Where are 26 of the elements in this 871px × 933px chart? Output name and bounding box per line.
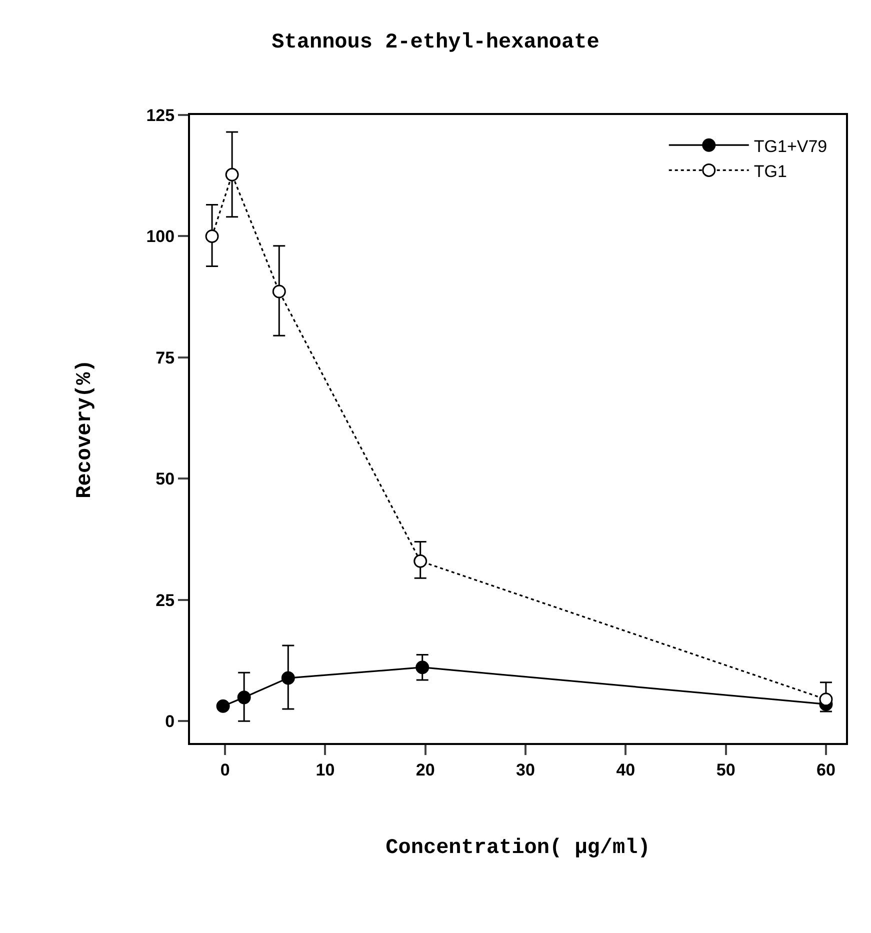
point xyxy=(225,168,239,182)
legend-label: TG1+V79 xyxy=(754,136,828,156)
point xyxy=(272,284,286,298)
y-tick-label: 50 xyxy=(156,470,175,489)
y-tick-label: 100 xyxy=(146,227,175,246)
legend-label: TG1 xyxy=(754,162,787,181)
x-tick-label: 30 xyxy=(516,760,535,780)
chart-title: Stannous 2-ethyl-hexanoate xyxy=(272,31,600,54)
x-tick-label: 50 xyxy=(716,760,736,780)
x-tick-label: 0 xyxy=(220,760,230,780)
point xyxy=(205,229,219,243)
x-tick-label: 60 xyxy=(816,760,836,780)
y-tick-label: 0 xyxy=(165,712,175,732)
y-tick-label: 75 xyxy=(156,348,175,368)
x-tick-label: 40 xyxy=(616,760,636,780)
point xyxy=(416,660,430,674)
y-axis-title: Recovery(%) xyxy=(74,360,97,498)
point xyxy=(216,699,230,713)
x-tick-label: 20 xyxy=(416,760,435,780)
point xyxy=(414,554,428,568)
x-axis-title: Concentration( μg/ml) xyxy=(386,837,650,860)
point xyxy=(237,690,251,704)
y-tick-label: 125 xyxy=(146,106,175,125)
y-tick-label: 25 xyxy=(156,590,175,610)
point xyxy=(281,671,295,685)
x-tick-label: 10 xyxy=(316,760,335,780)
